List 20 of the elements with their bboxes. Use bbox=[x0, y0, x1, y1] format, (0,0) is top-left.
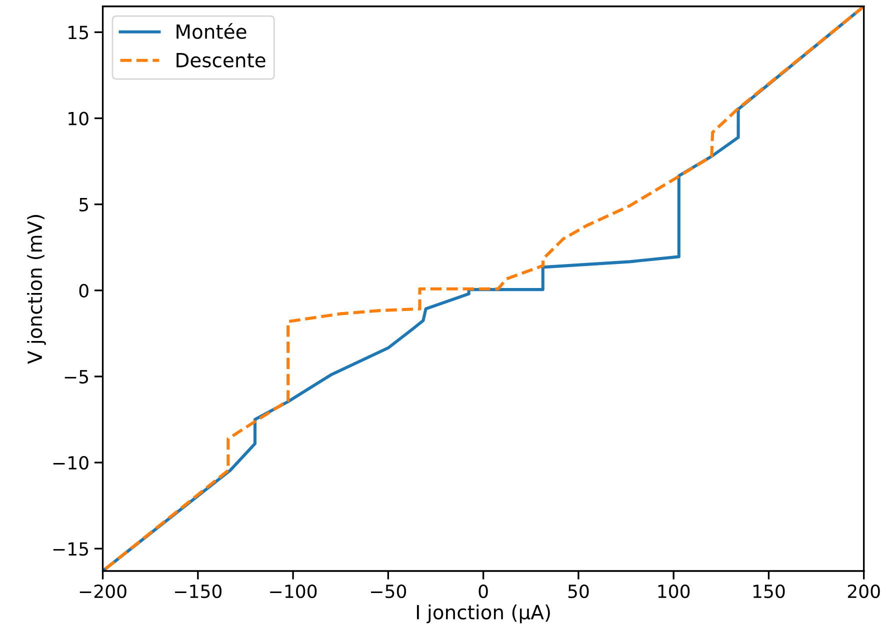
y-tick-label: 0 bbox=[79, 284, 88, 298]
y-tick-label: −5 bbox=[64, 370, 88, 384]
x-tick-label: −100 bbox=[270, 584, 317, 598]
y-tick-label: −15 bbox=[53, 542, 88, 556]
x-axis-title: I jonction (μA) bbox=[416, 604, 550, 624]
y-tick-label: 5 bbox=[79, 198, 88, 212]
legend-label: Descente bbox=[176, 53, 266, 68]
y-tick-label: −10 bbox=[53, 456, 88, 470]
x-tick-label: 150 bbox=[753, 584, 785, 598]
y-tick-label: 15 bbox=[68, 26, 88, 40]
x-tick-label: 50 bbox=[568, 584, 589, 598]
y-tick-label: 10 bbox=[68, 112, 88, 126]
y-axis-title: V jonction (mV) bbox=[27, 215, 46, 364]
x-tick-label: −200 bbox=[80, 584, 126, 598]
legend-label: Montée bbox=[176, 23, 246, 39]
x-tick-label: −150 bbox=[175, 584, 222, 598]
x-tick-label: 200 bbox=[848, 584, 880, 598]
x-tick-label: 0 bbox=[478, 584, 488, 598]
x-tick-label: 100 bbox=[658, 584, 690, 598]
x-tick-label: −50 bbox=[371, 584, 406, 598]
